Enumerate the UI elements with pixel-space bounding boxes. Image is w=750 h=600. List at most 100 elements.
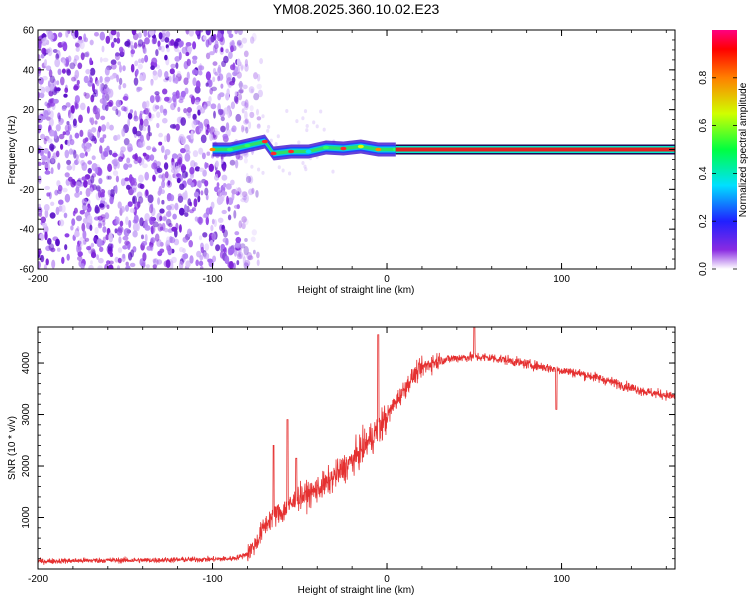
noise-blob xyxy=(191,120,197,129)
noise-blob xyxy=(220,243,225,250)
noise-blob xyxy=(115,52,120,57)
snr-line-group xyxy=(38,327,675,565)
noise-blob xyxy=(96,79,100,87)
noise-blob xyxy=(69,112,74,121)
noise-blob xyxy=(231,125,237,133)
noise-blob xyxy=(137,156,142,164)
noise-blob xyxy=(159,215,163,222)
noise-blob xyxy=(76,79,80,85)
noise-blob-sparse xyxy=(322,127,326,132)
noise-blob xyxy=(229,159,236,166)
noise-blob xyxy=(256,116,262,121)
noise-blob xyxy=(144,234,148,242)
noise-blob xyxy=(131,187,137,193)
noise-blob xyxy=(237,30,243,36)
noise-blob xyxy=(208,206,213,215)
noise-blob xyxy=(69,139,75,146)
noise-blob xyxy=(105,35,111,44)
noise-blob xyxy=(77,251,83,257)
noise-blob xyxy=(224,255,230,265)
noise-blob xyxy=(193,119,199,126)
noise-blob xyxy=(108,149,113,156)
noise-blob xyxy=(151,114,155,119)
x-tick-label: 100 xyxy=(553,274,570,285)
noise-blob xyxy=(149,216,155,225)
noise-blob xyxy=(241,100,247,107)
noise-blob xyxy=(240,198,247,203)
noise-blob xyxy=(136,86,141,93)
noise-blob xyxy=(230,179,235,186)
noise-blob xyxy=(127,143,133,153)
noise-blob xyxy=(213,110,216,119)
noise-blob xyxy=(220,47,224,53)
noise-blob xyxy=(221,60,227,67)
noise-blob xyxy=(241,124,245,133)
noise-blob xyxy=(183,108,188,114)
noise-blob xyxy=(101,124,107,132)
noise-blob xyxy=(89,117,93,123)
noise-blob xyxy=(179,95,185,101)
noise-blob xyxy=(106,260,111,265)
noise-blob xyxy=(79,152,86,159)
noise-blob xyxy=(128,220,132,228)
noise-blob xyxy=(68,176,73,182)
noise-blob xyxy=(56,180,61,187)
noise-blob xyxy=(56,87,61,92)
noise-blob xyxy=(114,228,118,234)
noise-blob xyxy=(126,228,130,236)
noise-blob xyxy=(115,175,119,183)
noise-blob xyxy=(190,183,195,188)
noise-blob xyxy=(251,32,257,42)
noise-blob-sparse xyxy=(303,164,307,169)
noise-blob xyxy=(79,191,83,195)
noise-blob xyxy=(234,241,241,249)
noise-blob xyxy=(49,212,56,219)
y-tick-label: 40 xyxy=(23,65,35,76)
noise-blob xyxy=(43,204,50,212)
noise-blob xyxy=(39,92,45,99)
noise-blob xyxy=(158,32,163,40)
noise-blob-sparse xyxy=(305,128,309,133)
noise-blob xyxy=(176,177,181,184)
y-tick-label: 1000 xyxy=(21,506,32,529)
noise-blob xyxy=(47,151,51,159)
noise-blob xyxy=(141,241,148,246)
x-tick-label: 100 xyxy=(553,574,570,585)
noise-blob xyxy=(144,37,150,45)
noise-blob xyxy=(161,180,166,189)
noise-blob xyxy=(142,252,147,262)
noise-blob xyxy=(157,40,161,48)
noise-blob xyxy=(61,256,65,264)
noise-blob xyxy=(41,37,47,44)
noise-blob xyxy=(148,112,152,119)
noise-blob xyxy=(121,127,126,137)
noise-blob xyxy=(66,253,70,261)
noise-blob xyxy=(256,123,261,129)
noise-blob xyxy=(133,110,137,120)
noise-blob-sparse xyxy=(274,142,278,146)
noise-blob xyxy=(75,186,80,194)
noise-blob xyxy=(38,84,43,92)
noise-blob xyxy=(253,92,260,101)
noise-blob xyxy=(112,170,119,176)
noise-blob xyxy=(38,54,41,62)
trace-point xyxy=(322,145,329,150)
noise-blob xyxy=(81,222,86,232)
noise-blob xyxy=(194,99,200,105)
noise-blob xyxy=(119,51,125,58)
y-tick-label: -40 xyxy=(20,225,35,236)
noise-blob xyxy=(81,176,87,181)
noise-blob xyxy=(120,48,125,56)
noise-blob xyxy=(159,208,165,214)
noise-blob xyxy=(100,191,105,199)
noise-blob xyxy=(130,63,135,73)
noise-blob xyxy=(150,203,154,209)
noise-blob xyxy=(198,70,203,76)
noise-blob xyxy=(228,248,235,255)
noise-blob xyxy=(84,137,89,142)
noise-blob xyxy=(202,232,208,238)
noise-blob xyxy=(185,51,190,57)
noise-blob xyxy=(142,163,148,169)
noise-blob-sparse xyxy=(288,171,292,176)
